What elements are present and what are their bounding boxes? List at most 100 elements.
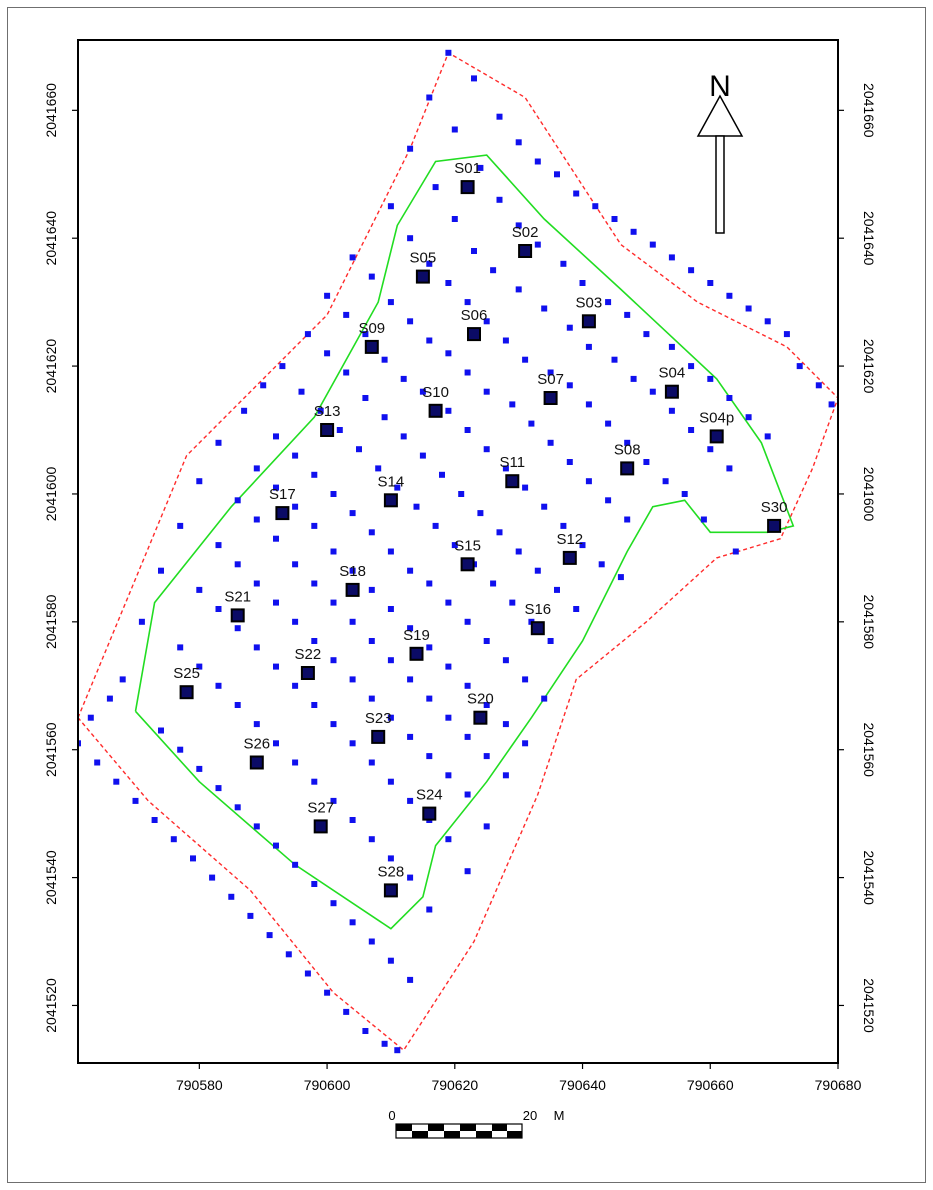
survey-point bbox=[630, 228, 637, 235]
survey-point bbox=[624, 439, 631, 446]
survey-point bbox=[311, 702, 318, 708]
survey-point bbox=[387, 855, 394, 862]
survey-point bbox=[668, 254, 675, 261]
survey-point bbox=[445, 350, 452, 357]
survey-point bbox=[464, 618, 471, 625]
survey-point bbox=[311, 580, 318, 587]
survey-point bbox=[247, 912, 254, 919]
station-label: S18 bbox=[339, 563, 366, 580]
station-marker bbox=[371, 729, 386, 744]
survey-point bbox=[477, 164, 484, 171]
survey-point bbox=[362, 331, 369, 338]
survey-point bbox=[458, 491, 465, 497]
survey-point bbox=[228, 893, 235, 900]
survey-point bbox=[394, 1047, 401, 1054]
y-tick-label-right: 2041580 bbox=[861, 595, 877, 650]
survey-point bbox=[368, 586, 375, 593]
survey-point bbox=[387, 299, 394, 306]
x-tick-label: 790620 bbox=[431, 1077, 478, 1093]
page-border bbox=[7, 7, 926, 1183]
survey-point bbox=[534, 158, 541, 165]
survey-point bbox=[419, 388, 426, 395]
station-marker bbox=[530, 621, 545, 636]
survey-point bbox=[445, 407, 452, 414]
survey-point bbox=[515, 286, 522, 293]
station-label: S02 bbox=[512, 224, 539, 241]
survey-point bbox=[324, 989, 331, 996]
station-label: S04 bbox=[659, 365, 686, 382]
survey-point bbox=[387, 548, 394, 555]
survey-point bbox=[273, 740, 279, 747]
survey-point bbox=[330, 657, 337, 664]
station-marker bbox=[383, 493, 398, 508]
survey-point bbox=[445, 663, 452, 670]
survey-point bbox=[368, 529, 375, 536]
x-tick-label: 790640 bbox=[559, 1077, 606, 1093]
survey-point bbox=[688, 267, 695, 274]
y-tick-label-left: 2041640 bbox=[43, 211, 59, 266]
survey-point bbox=[349, 510, 356, 517]
survey-point bbox=[292, 682, 299, 689]
station-marker bbox=[249, 755, 264, 770]
survey-point bbox=[273, 842, 279, 849]
station-marker bbox=[313, 819, 328, 834]
survey-point bbox=[234, 804, 241, 811]
survey-point bbox=[311, 881, 318, 887]
survey-point bbox=[311, 471, 318, 478]
survey-point bbox=[502, 465, 509, 472]
survey-point bbox=[253, 516, 260, 523]
survey-point bbox=[445, 772, 452, 779]
survey-point bbox=[445, 714, 452, 721]
scale-start-label: 0 bbox=[388, 1108, 395, 1123]
survey-point bbox=[605, 497, 612, 504]
y-tick-label-right: 2041600 bbox=[861, 467, 877, 522]
survey-point bbox=[234, 497, 241, 504]
survey-point bbox=[362, 1028, 369, 1034]
survey-point bbox=[745, 305, 752, 312]
survey-point bbox=[477, 510, 484, 517]
survey-point bbox=[253, 465, 260, 472]
survey-point bbox=[490, 580, 497, 587]
survey-point bbox=[234, 561, 241, 568]
station-label: S12 bbox=[556, 531, 583, 548]
survey-point bbox=[349, 618, 356, 625]
station-label: S15 bbox=[454, 537, 481, 554]
station-label: S24 bbox=[416, 787, 443, 804]
survey-point bbox=[668, 407, 675, 414]
scale-bar: 0 20 M bbox=[388, 1108, 564, 1139]
survey-point bbox=[285, 951, 292, 958]
survey-point bbox=[515, 139, 522, 146]
station-marker bbox=[230, 608, 245, 623]
survey-point bbox=[317, 407, 324, 414]
survey-point bbox=[464, 299, 471, 306]
station-label: S07 bbox=[537, 371, 564, 388]
station-label: S19 bbox=[403, 627, 430, 644]
survey-point bbox=[196, 586, 203, 593]
survey-point bbox=[292, 618, 299, 625]
survey-point bbox=[343, 311, 350, 318]
station-marker bbox=[709, 429, 724, 444]
x-tick-label: 790580 bbox=[176, 1077, 223, 1093]
survey-point bbox=[177, 746, 184, 753]
survey-point bbox=[330, 599, 337, 606]
station-label: S22 bbox=[295, 646, 322, 663]
survey-point bbox=[336, 427, 343, 433]
survey-point bbox=[630, 375, 637, 382]
y-tick-label-left: 2041660 bbox=[43, 83, 59, 138]
station-marker bbox=[505, 474, 520, 489]
survey-point bbox=[387, 957, 394, 964]
survey-point bbox=[605, 299, 612, 306]
station-marker bbox=[543, 391, 558, 405]
survey-point bbox=[381, 1040, 388, 1047]
survey-point bbox=[273, 484, 279, 491]
station-marker bbox=[364, 339, 379, 354]
survey-point bbox=[292, 759, 299, 766]
station-label: S11 bbox=[500, 454, 526, 471]
station-label: S09 bbox=[358, 320, 385, 337]
station-label: S06 bbox=[461, 307, 488, 324]
survey-point bbox=[432, 184, 439, 191]
station-marker bbox=[320, 423, 335, 437]
y-tick-label-left: 2041560 bbox=[43, 722, 59, 777]
survey-point bbox=[387, 714, 394, 721]
survey-point bbox=[611, 216, 618, 222]
